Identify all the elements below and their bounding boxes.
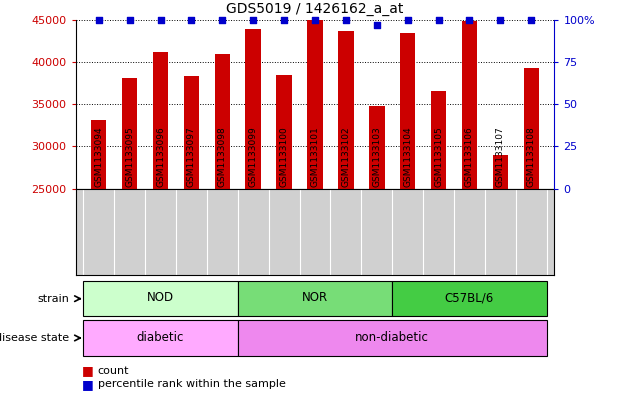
- Text: ■: ■: [82, 378, 94, 391]
- Text: diabetic: diabetic: [137, 331, 184, 344]
- Text: strain: strain: [37, 294, 69, 304]
- Point: [94, 17, 104, 23]
- Text: count: count: [98, 365, 129, 376]
- Bar: [184, 76, 199, 189]
- Point: [310, 17, 320, 23]
- Text: NOR: NOR: [302, 291, 328, 305]
- Bar: [369, 106, 384, 189]
- Point: [433, 17, 444, 23]
- Bar: [462, 21, 477, 189]
- Point: [495, 17, 505, 23]
- Bar: [493, 155, 508, 189]
- Bar: [400, 33, 415, 189]
- Text: non-diabetic: non-diabetic: [355, 331, 429, 344]
- Text: C57BL/6: C57BL/6: [445, 291, 494, 305]
- Bar: [338, 31, 353, 189]
- Text: ■: ■: [82, 364, 94, 377]
- Bar: [238, 320, 547, 356]
- Point: [125, 17, 135, 23]
- Bar: [392, 281, 547, 316]
- Point: [279, 17, 289, 23]
- Bar: [215, 54, 230, 189]
- Bar: [524, 68, 539, 189]
- Bar: [238, 281, 392, 316]
- Point: [217, 17, 227, 23]
- Text: NOD: NOD: [147, 291, 174, 305]
- Point: [526, 17, 536, 23]
- Point: [186, 17, 197, 23]
- Text: disease state: disease state: [0, 333, 69, 343]
- Bar: [153, 52, 168, 189]
- Point: [464, 17, 474, 23]
- Bar: [246, 29, 261, 189]
- Point: [156, 17, 166, 23]
- Bar: [431, 91, 446, 189]
- Text: percentile rank within the sample: percentile rank within the sample: [98, 379, 285, 389]
- Bar: [307, 20, 323, 189]
- Point: [372, 22, 382, 28]
- Bar: [277, 75, 292, 189]
- Point: [341, 17, 351, 23]
- Bar: [83, 281, 238, 316]
- Bar: [122, 78, 137, 189]
- Title: GDS5019 / 1426162_a_at: GDS5019 / 1426162_a_at: [226, 2, 404, 16]
- Point: [403, 17, 413, 23]
- Point: [248, 17, 258, 23]
- Bar: [91, 120, 106, 189]
- Bar: [83, 320, 238, 356]
